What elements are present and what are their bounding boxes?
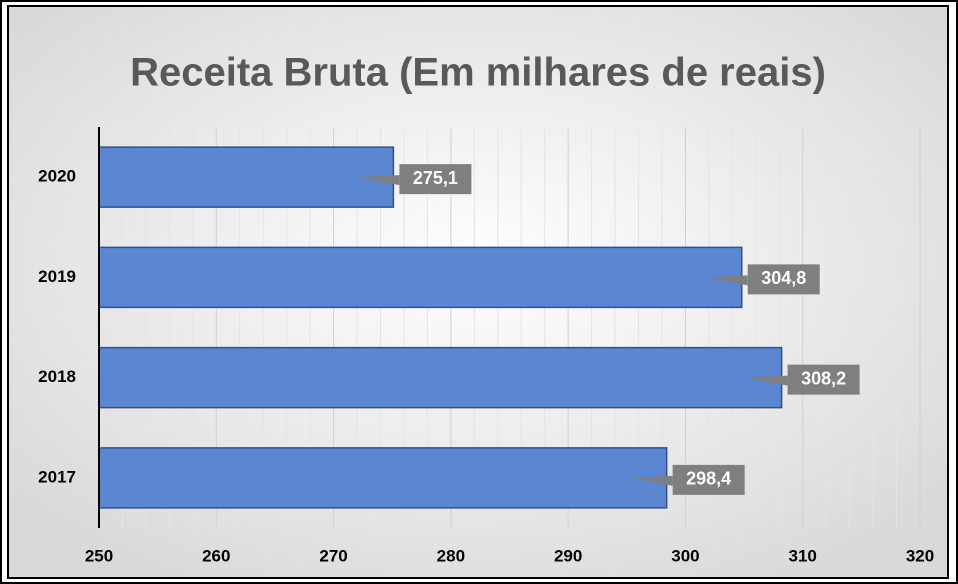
label-pointer (745, 375, 788, 386)
label-box (399, 164, 472, 195)
y-tick-label: 2017 (38, 467, 76, 486)
data-label: 308,2 (801, 368, 846, 388)
x-tick-label: 310 (789, 546, 817, 565)
label-box (747, 264, 820, 295)
label-box (672, 464, 745, 495)
label-pointer (357, 175, 400, 186)
bar (98, 146, 395, 208)
data-label: 298,4 (686, 469, 731, 489)
chart-title: Receita Bruta (Em milhares de reais) (130, 51, 826, 95)
label-box (787, 364, 860, 395)
x-tick-label: 320 (906, 546, 934, 565)
x-tick-label: 290 (554, 546, 582, 565)
label-pointer (705, 275, 748, 286)
label-pointer (630, 475, 673, 486)
x-tick-label: 300 (671, 546, 699, 565)
x-tick-label: 270 (319, 546, 347, 565)
bar (98, 346, 783, 409)
x-tick-label: 250 (85, 546, 113, 565)
bar (98, 246, 743, 309)
x-tick-label: 260 (202, 546, 230, 565)
x-tick-label: 280 (437, 546, 465, 565)
data-label: 304,8 (761, 268, 806, 288)
data-label: 275,1 (413, 168, 458, 188)
bar (98, 447, 668, 509)
y-tick-label: 2018 (38, 367, 76, 386)
y-tick-label: 2019 (38, 267, 76, 286)
y-tick-label: 2020 (38, 167, 76, 186)
